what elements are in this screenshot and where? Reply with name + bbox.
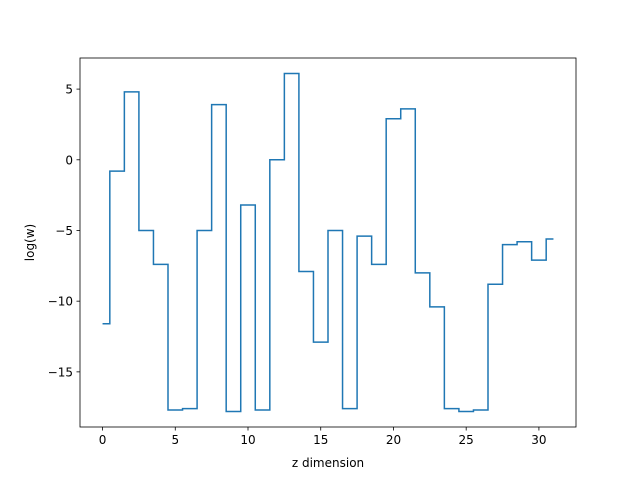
x-axis-label: z dimension (292, 456, 364, 470)
x-axis-ticks: 0 5 10 15 20 25 30 (99, 427, 547, 447)
x-tick-label: 25 (459, 433, 474, 447)
x-tick-label: 10 (240, 433, 255, 447)
x-tick-label: 0 (99, 433, 107, 447)
x-tick-label: 15 (313, 433, 328, 447)
y-tick-label: −10 (48, 295, 73, 309)
y-tick-label: 5 (65, 83, 73, 97)
y-tick-label: −5 (55, 224, 73, 238)
x-tick-label: 5 (171, 433, 179, 447)
y-tick-label: −15 (48, 365, 73, 379)
plot-frame (79, 57, 577, 428)
series-line (102, 72, 554, 413)
y-axis-label: log(w) (23, 224, 37, 261)
y-axis-ticks: 5 0 −5 −10 −15 (48, 83, 80, 379)
y-tick-label: 0 (65, 153, 73, 167)
x-tick-label: 30 (531, 433, 546, 447)
x-tick-label: 20 (386, 433, 401, 447)
